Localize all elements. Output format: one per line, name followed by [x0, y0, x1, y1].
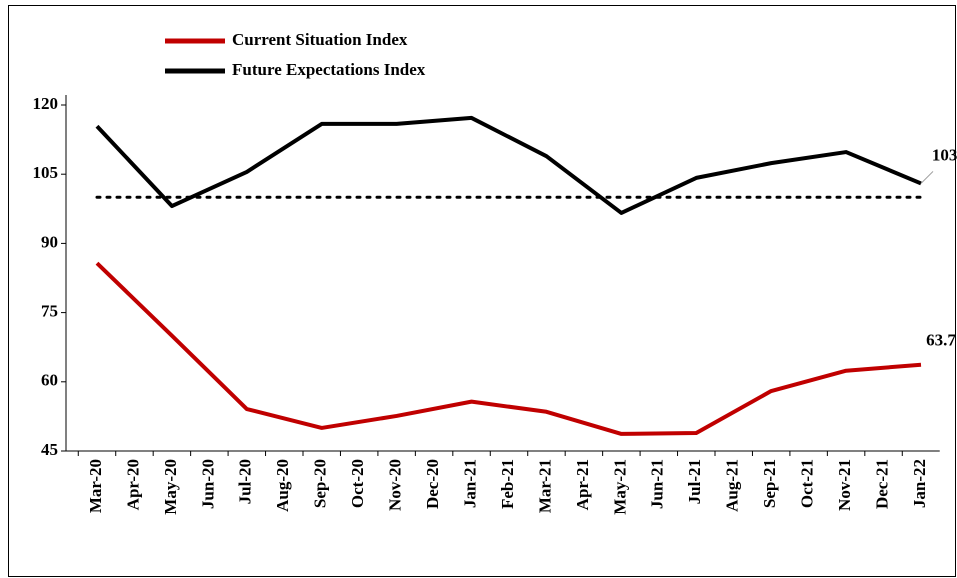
label-leader [920, 171, 934, 184]
x-tick-label: Dec-20 [423, 459, 442, 509]
x-tick-label: Oct-21 [798, 459, 817, 508]
legend-label: Future Expectations Index [232, 60, 426, 79]
x-tick-label: Jan-22 [910, 459, 929, 508]
y-tick-label: 45 [41, 440, 58, 459]
x-tick-label: May-20 [161, 459, 180, 515]
x-tick-label: Sep-21 [760, 459, 779, 508]
series-line [95, 261, 922, 436]
legend-label: Current Situation Index [232, 30, 408, 49]
x-tick-label: Jun-21 [648, 459, 667, 509]
series-line [95, 115, 922, 215]
x-tick-label: Apr-21 [573, 459, 592, 510]
x-tick-label: Jul-21 [685, 459, 704, 504]
x-tick-label: Oct-20 [348, 459, 367, 508]
y-tick-label: 60 [41, 371, 58, 390]
x-tick-label: Sep-20 [311, 459, 330, 508]
data-label: 103.0 [932, 145, 957, 164]
data-label: 63.7 [926, 331, 956, 350]
y-tick-label: 90 [41, 232, 58, 251]
x-tick-label: Feb-21 [498, 459, 517, 509]
x-tick-label: Nov-20 [386, 459, 405, 511]
y-tick-label: 120 [33, 94, 59, 113]
x-tick-label: Mar-21 [535, 459, 554, 513]
y-tick-label: 75 [41, 302, 58, 321]
x-tick-label: Jan-21 [460, 459, 479, 508]
x-tick-label: Aug-20 [273, 459, 292, 512]
x-tick-label: May-21 [610, 459, 629, 515]
chart-border [8, 5, 956, 577]
x-tick-label: Dec-21 [872, 459, 891, 509]
x-tick-label: Mar-20 [86, 459, 105, 513]
x-tick-label: Nov-21 [835, 459, 854, 511]
x-tick-label: Aug-21 [723, 459, 742, 512]
y-tick-label: 105 [33, 163, 59, 182]
x-tick-label: Jun-20 [198, 459, 217, 509]
x-tick-label: Apr-20 [123, 459, 142, 510]
x-tick-label: Jul-20 [236, 459, 255, 504]
